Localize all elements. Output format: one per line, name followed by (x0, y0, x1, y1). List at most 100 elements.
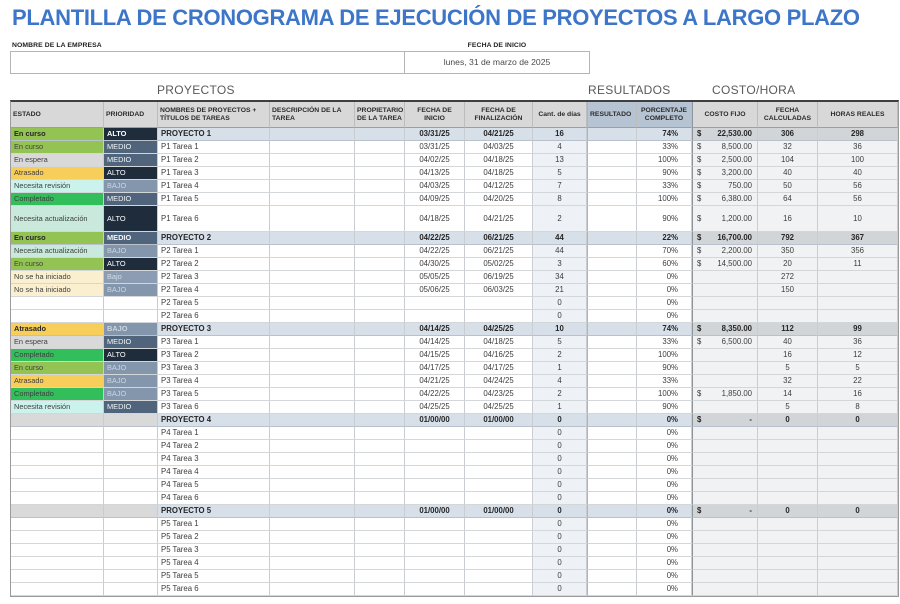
cell-horas[interactable]: 8 (818, 401, 898, 414)
cell-owner[interactable] (355, 284, 405, 297)
cell-nombre[interactable]: P2 Tarea 4 (158, 284, 270, 297)
cell-estado[interactable]: En curso (11, 362, 104, 375)
cell-costo[interactable]: $16,700.00 (692, 232, 758, 245)
cell-horas[interactable] (818, 544, 898, 557)
cell-dias[interactable]: 0 (533, 297, 587, 310)
cell-desc[interactable] (270, 154, 355, 167)
cell-porcentaje[interactable]: 0% (637, 427, 692, 440)
cell-porcentaje[interactable]: 0% (637, 492, 692, 505)
column-header-1[interactable]: PRIORIDAD (104, 102, 158, 128)
cell-fecha_calc[interactable] (758, 479, 818, 492)
cell-owner[interactable] (355, 544, 405, 557)
cell-porcentaje[interactable]: 100% (637, 193, 692, 206)
cell-porcentaje[interactable]: 0% (637, 583, 692, 596)
cell-estado[interactable] (11, 297, 104, 310)
cell-costo[interactable] (692, 466, 758, 479)
cell-resultado[interactable] (587, 505, 637, 518)
cell-owner[interactable] (355, 128, 405, 141)
cell-prioridad[interactable] (104, 557, 158, 570)
cell-dias[interactable]: 3 (533, 258, 587, 271)
cell-fin[interactable] (465, 557, 533, 570)
cell-estado[interactable] (11, 492, 104, 505)
cell-prioridad[interactable]: MEDIO (104, 232, 158, 245)
cell-estado[interactable] (11, 466, 104, 479)
cell-owner[interactable] (355, 232, 405, 245)
cell-costo[interactable] (692, 310, 758, 323)
cell-porcentaje[interactable]: 90% (637, 362, 692, 375)
cell-dias[interactable]: 0 (533, 427, 587, 440)
cell-estado[interactable]: No se ha iniciado (11, 271, 104, 284)
cell-desc[interactable] (270, 206, 355, 232)
cell-costo[interactable] (692, 362, 758, 375)
cell-porcentaje[interactable]: 0% (637, 271, 692, 284)
cell-fin[interactable]: 01/00/00 (465, 414, 533, 427)
cell-desc[interactable] (270, 414, 355, 427)
cell-inicio[interactable] (405, 557, 465, 570)
cell-fecha_calc[interactable]: 112 (758, 323, 818, 336)
cell-fin[interactable]: 04/25/25 (465, 323, 533, 336)
cell-fecha_calc[interactable]: 306 (758, 128, 818, 141)
cell-owner[interactable] (355, 414, 405, 427)
cell-costo[interactable] (692, 375, 758, 388)
cell-inicio[interactable]: 03/31/25 (405, 141, 465, 154)
cell-costo[interactable]: $3,200.00 (692, 167, 758, 180)
cell-resultado[interactable] (587, 518, 637, 531)
cell-desc[interactable] (270, 141, 355, 154)
cell-prioridad[interactable]: Bajo (104, 271, 158, 284)
cell-inicio[interactable]: 04/17/25 (405, 362, 465, 375)
cell-fin[interactable]: 04/21/25 (465, 206, 533, 232)
cell-fin[interactable] (465, 570, 533, 583)
cell-estado[interactable] (11, 531, 104, 544)
cell-costo[interactable] (692, 518, 758, 531)
cell-owner[interactable] (355, 375, 405, 388)
cell-costo[interactable] (692, 297, 758, 310)
cell-desc[interactable] (270, 388, 355, 401)
cell-resultado[interactable] (587, 284, 637, 297)
cell-prioridad[interactable]: BAJO (104, 245, 158, 258)
cell-fecha_calc[interactable]: 40 (758, 336, 818, 349)
cell-fecha_calc[interactable]: 0 (758, 505, 818, 518)
cell-inicio[interactable]: 04/09/25 (405, 193, 465, 206)
cell-dias[interactable]: 0 (533, 466, 587, 479)
cell-fecha_calc[interactable] (758, 427, 818, 440)
cell-desc[interactable] (270, 310, 355, 323)
cell-nombre[interactable]: P3 Tarea 1 (158, 336, 270, 349)
cell-fecha_calc[interactable]: 272 (758, 271, 818, 284)
cell-dias[interactable]: 0 (533, 570, 587, 583)
cell-prioridad[interactable]: MEDIO (104, 154, 158, 167)
cell-fin[interactable] (465, 518, 533, 531)
cell-owner[interactable] (355, 453, 405, 466)
cell-desc[interactable] (270, 518, 355, 531)
cell-inicio[interactable]: 04/13/25 (405, 167, 465, 180)
cell-resultado[interactable] (587, 479, 637, 492)
cell-nombre[interactable]: P3 Tarea 2 (158, 349, 270, 362)
cell-porcentaje[interactable]: 100% (637, 388, 692, 401)
cell-estado[interactable]: En curso (11, 128, 104, 141)
cell-desc[interactable] (270, 544, 355, 557)
cell-inicio[interactable]: 01/00/00 (405, 414, 465, 427)
cell-estado[interactable] (11, 414, 104, 427)
cell-inicio[interactable] (405, 297, 465, 310)
cell-estado[interactable]: Necesita revisión (11, 401, 104, 414)
cell-inicio[interactable] (405, 570, 465, 583)
cell-desc[interactable] (270, 570, 355, 583)
cell-nombre[interactable]: P5 Tarea 2 (158, 531, 270, 544)
cell-inicio[interactable]: 04/14/25 (405, 323, 465, 336)
cell-desc[interactable] (270, 557, 355, 570)
cell-estado[interactable] (11, 518, 104, 531)
cell-owner[interactable] (355, 362, 405, 375)
cell-fin[interactable]: 04/25/25 (465, 401, 533, 414)
cell-desc[interactable] (270, 375, 355, 388)
cell-desc[interactable] (270, 492, 355, 505)
cell-costo[interactable] (692, 479, 758, 492)
cell-fin[interactable]: 04/20/25 (465, 193, 533, 206)
cell-horas[interactable]: 367 (818, 232, 898, 245)
cell-prioridad[interactable] (104, 531, 158, 544)
cell-owner[interactable] (355, 193, 405, 206)
cell-desc[interactable] (270, 336, 355, 349)
cell-resultado[interactable] (587, 349, 637, 362)
cell-horas[interactable]: 16 (818, 388, 898, 401)
cell-dias[interactable]: 2 (533, 349, 587, 362)
cell-resultado[interactable] (587, 232, 637, 245)
cell-nombre[interactable]: P1 Tarea 5 (158, 193, 270, 206)
